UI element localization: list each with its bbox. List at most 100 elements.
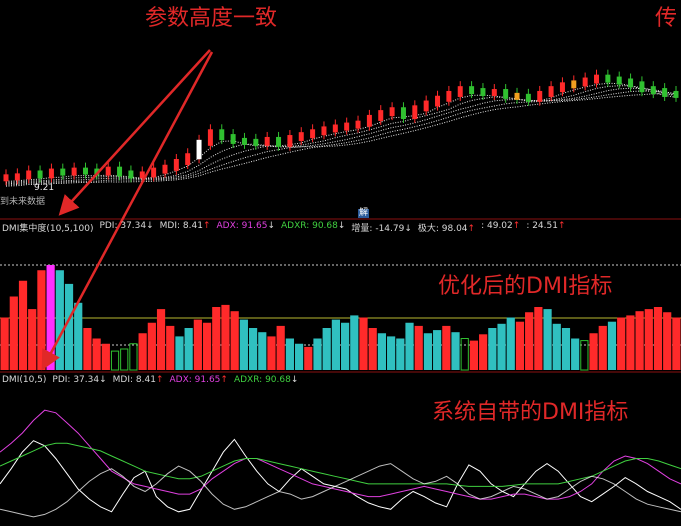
optimized-indicator-header: DMI集中度(10,5,100) PDI: 37.34↓ MDI: 8.41↑ AD…	[2, 221, 566, 234]
candle-body	[139, 171, 145, 179]
candle-body	[71, 167, 77, 176]
price-low-label: 9.21	[34, 183, 55, 193]
candle-body	[276, 136, 282, 147]
hist-bar	[248, 328, 258, 370]
candle-body	[321, 126, 327, 136]
builtin-indicator-arrow-3: ↓	[290, 375, 299, 385]
candle-body	[185, 153, 191, 165]
hist-bar	[368, 328, 377, 370]
hist-bar	[672, 317, 681, 370]
candle-body	[287, 135, 293, 147]
hist-bar	[571, 338, 580, 370]
candle-body	[117, 166, 123, 177]
optimized-indicator-arrow-6: ↑	[512, 221, 521, 231]
hist-bar	[239, 319, 248, 370]
hist-bar	[469, 340, 479, 370]
hist-bar	[129, 343, 138, 371]
candle-body	[162, 164, 168, 174]
candle-body	[514, 92, 520, 100]
optimized-indicator-arrow-4: ↓	[404, 224, 412, 234]
candle-body	[48, 168, 54, 179]
candle-body	[616, 76, 622, 85]
candle-body	[344, 122, 350, 131]
optimized-indicator-value-5: 极大: 98.04↑	[417, 224, 476, 234]
optimized-indicator-value-6: : 49.02↑	[481, 221, 521, 231]
candle-body	[673, 90, 679, 98]
candle-body	[60, 168, 66, 176]
hist-bar	[202, 322, 212, 370]
hist-bar	[0, 317, 9, 370]
builtin-indicator-value-0: PDI: 37.34↓	[52, 375, 107, 385]
builtin-indicator-value-2: ADX: 91.65↑	[169, 375, 228, 385]
hist-bar	[193, 319, 202, 370]
annotation-top-title: 参数高度一致	[145, 6, 278, 31]
optimized-indicator-value-1: MDI: 8.41↑	[159, 221, 211, 231]
hist-bar	[359, 317, 368, 370]
hist-bar	[304, 346, 313, 370]
hist-bar	[230, 311, 239, 370]
arrow-to-optimized	[58, 49, 211, 216]
hist-bar	[598, 325, 607, 370]
hist-bar	[28, 309, 37, 370]
candle-body	[446, 90, 452, 102]
hist-bar	[175, 336, 184, 370]
optimized-indicator-value-7: : 24.51↑	[526, 221, 566, 231]
dmi-line-mdi	[0, 463, 681, 518]
candle-body	[207, 129, 213, 146]
candle-body	[310, 129, 316, 139]
candle-body	[82, 167, 88, 175]
annotation-top-right-partial: 传	[655, 6, 678, 31]
optimized-indicator-value-0: PDI: 37.34↓	[99, 221, 154, 231]
candle-body	[559, 82, 565, 93]
optimized-indicator-arrow-0: ↓	[146, 221, 154, 231]
candle-body	[639, 81, 645, 93]
hist-bar	[341, 322, 350, 370]
dmi-line-pdi	[0, 438, 681, 513]
hist-bar	[515, 321, 525, 370]
hist-bar	[101, 343, 110, 370]
hist-bar	[653, 307, 663, 370]
candle-body	[389, 107, 395, 117]
candle-body	[332, 124, 338, 133]
builtin-indicator-arrow-2: ↑	[220, 375, 228, 385]
candle-body	[594, 74, 600, 84]
hist-bar	[294, 343, 304, 370]
candle-body	[366, 114, 372, 127]
dmi-line-adx	[0, 409, 681, 500]
hist-bar	[37, 270, 46, 370]
hist-bar	[525, 312, 534, 370]
hist-bar	[460, 338, 469, 371]
builtin-indicator-values: PDI: 37.34↓ MDI: 8.41↑ ADX: 91.65↑ ADXR: 90…	[52, 375, 298, 385]
candle-body	[400, 107, 406, 119]
candle-body	[14, 173, 20, 181]
hist-bar	[18, 280, 28, 370]
candle-body	[435, 95, 441, 107]
candle-body	[571, 80, 577, 89]
hist-bar	[46, 265, 55, 370]
candle-body	[37, 170, 43, 179]
candle-body	[423, 100, 429, 112]
hist-bar	[64, 283, 74, 370]
hist-bar	[561, 328, 571, 370]
builtin-indicator-name[interactable]: DMI(10,5)	[2, 375, 47, 385]
annotation-builtin: 系统自带的DMI指标	[432, 400, 629, 425]
candle-body	[151, 167, 157, 178]
candle-body	[128, 170, 134, 179]
ma-line-1	[5, 82, 677, 182]
hist-bar	[479, 334, 488, 370]
hist-bar	[285, 338, 294, 370]
optimized-indicator-arrow-5: ↑	[467, 224, 476, 234]
hist-bar	[267, 336, 276, 370]
hist-bar	[414, 325, 423, 370]
price-marker[interactable]: 解	[358, 208, 370, 218]
candle-body	[650, 86, 656, 95]
optimized-indicator-values: PDI: 37.34↓ MDI: 8.41↑ ADX: 91.65↓ ADXR: 90…	[99, 221, 565, 234]
optimized-indicator-arrow-3: ↓	[337, 221, 346, 231]
hist-bar	[350, 315, 359, 370]
hist-bar	[166, 325, 175, 370]
optimized-indicator-name[interactable]: DMI集中度(10,5,100)	[2, 224, 94, 234]
hist-bar	[396, 338, 405, 370]
hist-bar	[644, 309, 653, 370]
hist-bar	[377, 333, 387, 370]
optimized-indicator-arrow-2: ↓	[267, 221, 275, 231]
